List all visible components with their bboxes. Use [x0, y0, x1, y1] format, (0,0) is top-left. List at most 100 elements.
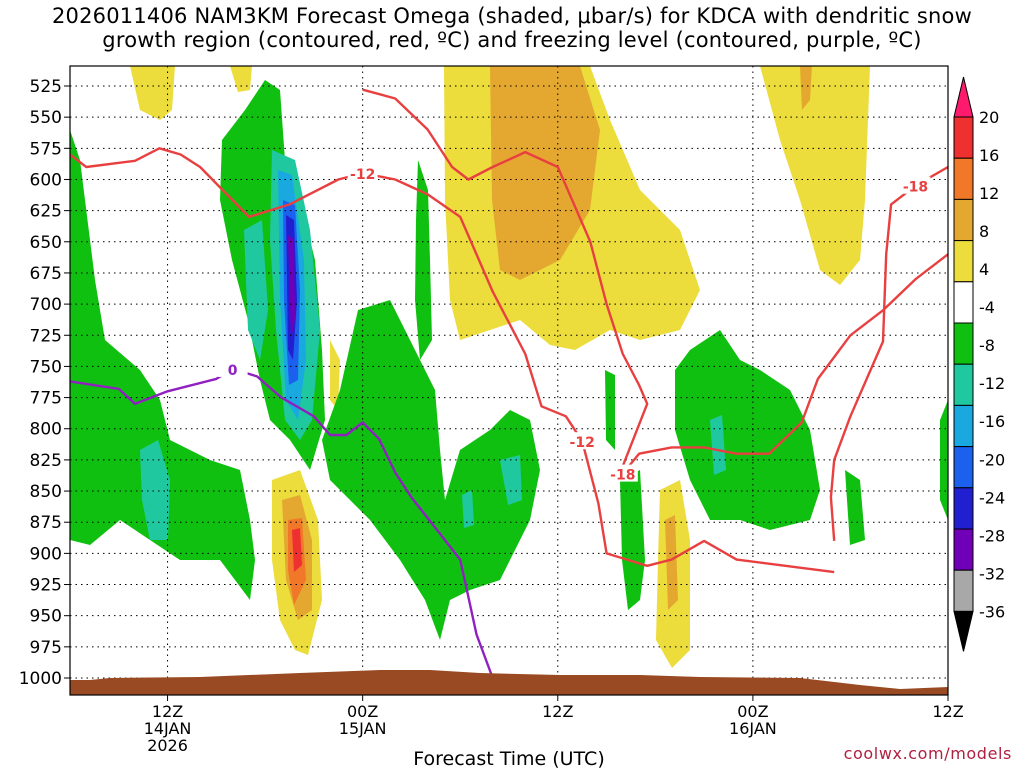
credit-text: coolwx.com/models — [843, 744, 1012, 763]
colorbar-segment — [953, 487, 974, 530]
omega-red-region — [292, 528, 302, 572]
x-tick-label: 15JAN — [339, 719, 387, 738]
plot-frame — [69, 65, 949, 696]
contour-line — [70, 147, 835, 574]
omega-green-region — [70, 130, 255, 600]
contour-label: -12 — [350, 167, 375, 183]
x-tick-label: 00Z — [347, 702, 378, 721]
colorbar-tick-label: -4 — [979, 298, 995, 317]
y-tick-label: 575 — [30, 139, 62, 159]
contour-label-bg — [567, 432, 598, 450]
omega-green-region — [605, 370, 615, 450]
colorbar-tick-label: 8 — [979, 222, 989, 241]
contour-label-bg — [347, 164, 378, 182]
contour-label-bg — [900, 176, 931, 194]
omega-teal-region — [462, 490, 474, 528]
y-tick-label: 700 — [30, 295, 62, 315]
colorbar-tick-label: 20 — [979, 108, 999, 127]
omega-teal-region — [500, 455, 522, 505]
y-tick-label: 650 — [30, 233, 62, 253]
y-tick-label: 850 — [30, 482, 62, 502]
colorbar-segment — [953, 116, 974, 159]
colorbar-segment — [953, 281, 974, 324]
colorbar-segment — [953, 322, 974, 365]
colorbar-segment — [953, 157, 974, 200]
omega-green-region — [845, 470, 865, 545]
contour-label: -18 — [610, 468, 635, 484]
colorbar-tick-label: -16 — [979, 412, 1005, 431]
y-tick-label: 875 — [30, 513, 62, 533]
colorbar-tick-label: -28 — [979, 526, 1005, 545]
y-tick-label: 800 — [30, 420, 62, 440]
contour-line — [621, 253, 948, 475]
omega-teal-region — [140, 440, 170, 540]
x-tick-label: 12Z — [542, 702, 573, 721]
colorbar: 20 16 12 8 4 -4 -8 -12 -16 -20 -24 -28 -32 -36 — [953, 76, 1005, 652]
x-tick-label: 12Z — [932, 702, 963, 721]
omega-yellow-region — [760, 66, 870, 285]
contour-label-bg — [607, 464, 638, 482]
y-tick-label: 775 — [30, 389, 62, 409]
omega-orange-region — [490, 66, 600, 280]
y-tick-label: 725 — [30, 326, 62, 346]
omega-yellow-region — [130, 66, 175, 120]
colorbar-tick-label: 4 — [979, 260, 989, 279]
x-tick-label: 00Z — [737, 702, 768, 721]
colorbar-segment — [953, 240, 974, 283]
ground-terrain — [70, 670, 948, 695]
omega-green-region — [675, 330, 820, 530]
colorbar-segment — [953, 569, 974, 612]
omega-yellow-region — [330, 340, 340, 410]
contour-label: 0 — [228, 363, 238, 379]
gridlines — [70, 66, 949, 695]
y-tick-label: 975 — [30, 638, 62, 658]
omega-green-region — [940, 400, 948, 520]
y-tick-label: 550 — [30, 108, 62, 128]
y-axis: 525 550 575 600 625 650 675 700 725 750 775 800 825 8… — [19, 77, 70, 689]
y-tick-label: 1000 — [19, 669, 62, 689]
title-line-1: 2026011406 NAM3KM Forecast Omega (shaded… — [52, 4, 972, 28]
colorbar-tick-label: 16 — [979, 146, 999, 165]
x-tick-label: 12Z — [152, 702, 183, 721]
y-tick-label: 825 — [30, 451, 62, 471]
omega-orange-region — [800, 66, 812, 110]
colorbar-tick-label: -12 — [979, 374, 1005, 393]
colorbar-tick-label: -8 — [979, 336, 995, 355]
omega-green-region — [322, 300, 540, 640]
x-tick-label: 14JAN — [144, 719, 192, 738]
y-tick-label: 950 — [30, 607, 62, 627]
x-axis-label: Forecast Time (UTC) — [413, 748, 604, 768]
colorbar-segment — [953, 198, 974, 242]
y-tick-label: 675 — [30, 264, 62, 284]
colorbar-tick-label: 12 — [979, 184, 999, 203]
colorbar-bottom-arrow — [953, 610, 974, 652]
colorbar-tick-label: -20 — [979, 450, 1005, 469]
colorbar-tick-label: -32 — [979, 564, 1005, 583]
contour-lines: -12 -12 -18 -18 0 — [70, 88, 948, 679]
omega-green-region — [620, 470, 645, 610]
y-tick-label: 625 — [30, 202, 62, 222]
contour-label-bg — [217, 359, 248, 377]
omega-purple-region — [288, 235, 295, 340]
title-line-2: growth region (contoured, red, ºC) and f… — [102, 28, 922, 52]
y-tick-label: 925 — [30, 576, 62, 596]
omega-teal-region — [244, 220, 268, 360]
y-tick-label: 750 — [30, 357, 62, 377]
y-tick-label: 900 — [30, 544, 62, 564]
x-tick-label: 2026 — [147, 736, 188, 755]
chart-title: 2026011406 NAM3KM Forecast Omega (shaded… — [0, 4, 1024, 52]
y-tick-label: 525 — [30, 77, 62, 97]
colorbar-segment — [953, 528, 974, 571]
colorbar-segment — [953, 404, 974, 448]
colorbar-tick-label: -24 — [979, 488, 1005, 507]
contour-label: -12 — [570, 435, 595, 451]
colorbar-segment — [953, 363, 974, 406]
x-tick-label: 16JAN — [729, 719, 777, 738]
contour-line — [829, 165, 948, 541]
colorbar-segment — [953, 446, 974, 489]
y-tick-label: 600 — [30, 170, 62, 190]
contour-line — [362, 88, 649, 467]
omega-green-region — [415, 160, 432, 360]
